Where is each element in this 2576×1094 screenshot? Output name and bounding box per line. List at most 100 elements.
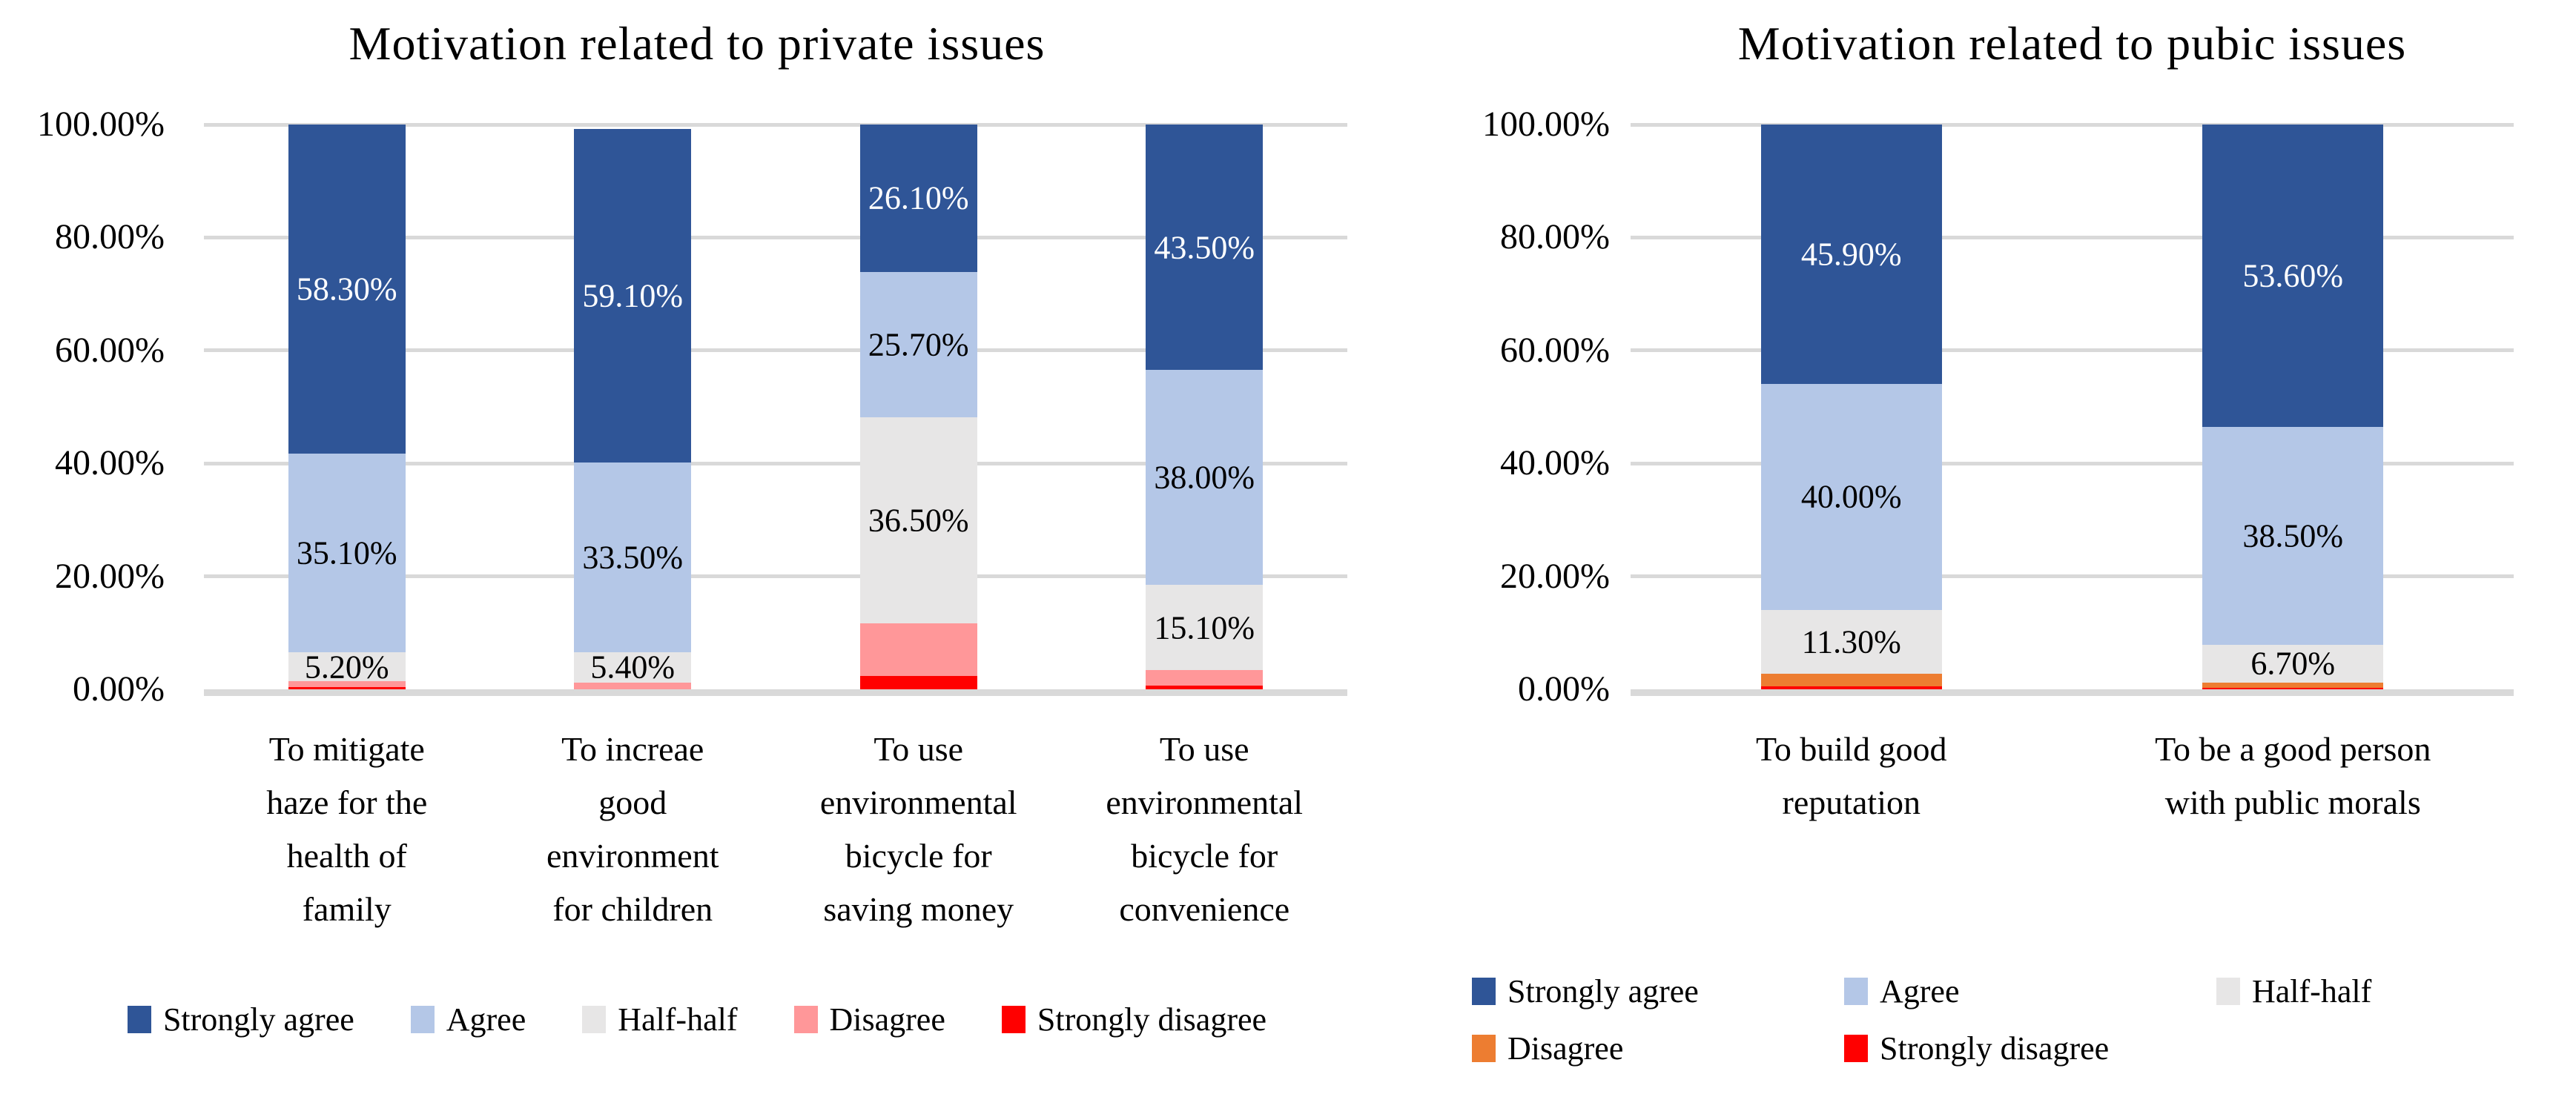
gridline <box>1631 235 2514 239</box>
bar-segment-strongly-agree: 26.10% <box>859 125 977 272</box>
legend-swatch <box>410 1006 435 1033</box>
bar-segment-half-half: 15.10% <box>1146 585 1264 671</box>
bar-slot: 5.40% 33.50% 59.10% <box>490 125 776 689</box>
x-category-label-line: reputation <box>1782 783 1921 821</box>
data-label: 38.00% <box>1154 459 1255 496</box>
legend: Strongly agree Agree Half-half Disagree Stro… <box>1472 972 2576 1067</box>
bar-segment-strongly-agree: 45.90% <box>1760 125 1942 384</box>
y-axis: 100.00% 80.00% 60.00% 40.00% 20.00% 0.00% <box>1394 105 1610 709</box>
y-tick-label: 60.00% <box>55 330 165 370</box>
y-tick-label: 20.00% <box>55 556 165 596</box>
legend-item-agree: Agree <box>1844 972 2216 1010</box>
data-label: 43.50% <box>1154 229 1255 266</box>
data-label: 5.40% <box>590 649 676 686</box>
bar-segment-strongly-disagree <box>2202 688 2384 689</box>
x-axis: To mitigate haze for the health of family To… <box>204 723 1347 936</box>
chart-title: Motivation related to pubic issues <box>1737 17 2407 70</box>
bar-segment-agree: 40.00% <box>1760 383 1942 610</box>
bar-segment-strongly-agree: 43.50% <box>1146 125 1264 371</box>
bar-slot: 6.70% 38.50% 53.60% <box>2073 125 2514 689</box>
data-label: 36.50% <box>868 502 969 539</box>
x-category-label: To mitigate haze for the health of family <box>204 723 490 936</box>
legend-item-disagree: Disagree <box>1472 1030 1844 1067</box>
x-category-label: To build good reputation <box>1631 723 2073 829</box>
bar-slot: 5.20% 35.10% 58.30% <box>204 125 490 689</box>
data-label: 45.90% <box>1800 236 1902 273</box>
stacked-bar: 11.30% 40.00% 45.90% <box>1760 125 1942 689</box>
legend-label: Strongly agree <box>162 1001 354 1038</box>
legend-swatch <box>1472 1035 1496 1062</box>
bar-segment-strongly-agree: 59.10% <box>574 129 692 463</box>
y-tick-label: 100.00% <box>37 105 165 144</box>
bar-segment-strongly-agree: 53.60% <box>2202 125 2384 428</box>
data-label: 35.10% <box>296 534 397 571</box>
bar-segment-strongly-disagree <box>1146 685 1264 689</box>
data-label: 5.20% <box>304 649 389 686</box>
x-category-label-line: with public morals <box>2164 783 2421 821</box>
bar-slot: 15.10% 38.00% 43.50% <box>1062 125 1348 689</box>
bar-segment-strongly-disagree <box>859 676 977 689</box>
gridline <box>1631 348 2514 353</box>
x-category-label: To use environmental bicycle for saving mon… <box>776 723 1062 936</box>
y-tick-label: 20.00% <box>1500 556 1610 596</box>
x-category-label-line: To use <box>1159 730 1249 768</box>
legend-item-half-half: Half-half <box>2216 972 2576 1010</box>
bar-slot: 11.30% 40.00% 45.90% <box>1631 125 2073 689</box>
bar-segment-disagree <box>859 623 977 677</box>
x-category-label-line: bicycle for <box>845 837 992 875</box>
legend-item-strongly-agree: Strongly agree <box>127 1001 354 1038</box>
bar-segment-agree: 38.00% <box>1146 370 1264 586</box>
legend-label: Agree <box>446 1001 526 1038</box>
bar-segment-half-half: 5.40% <box>574 649 692 686</box>
x-category-label-line: good <box>598 783 667 821</box>
bars: 5.20% 35.10% 58.30% 5.40% 33.50% 59.10% 36.50%… <box>204 125 1347 689</box>
x-axis: To build good reputation To be a good pers… <box>1631 723 2514 829</box>
data-label: 53.60% <box>2242 257 2344 294</box>
x-category-label-line: environmental <box>1106 783 1304 821</box>
bar-segment-half-half: 11.30% <box>1760 609 1942 674</box>
data-label: 33.50% <box>582 539 684 576</box>
plot-area: 11.30% 40.00% 45.90% 6.70% 38.50% 53.60% <box>1631 122 2514 696</box>
data-label: 38.50% <box>2242 517 2344 554</box>
legend-label: Disagree <box>1507 1030 1624 1067</box>
chart-title: Motivation related to private issues <box>349 17 1046 70</box>
legend-item-half-half: Half-half <box>582 1001 738 1038</box>
x-category-label-line: haze for the <box>266 783 428 821</box>
y-axis: 100.00% 80.00% 60.00% 40.00% 20.00% 0.00% <box>0 105 165 709</box>
legend-swatch <box>793 1006 818 1033</box>
bars: 11.30% 40.00% 45.90% 6.70% 38.50% 53.60% <box>1631 125 2514 689</box>
bar-segment-agree: 38.50% <box>2202 427 2384 645</box>
stacked-bar: 15.10% 38.00% 43.50% <box>1146 125 1264 689</box>
legend-swatch <box>582 1006 607 1033</box>
bar-segment-strongly-disagree <box>288 686 406 689</box>
bar-segment-agree: 25.70% <box>859 271 977 417</box>
x-category-label-line: for children <box>552 890 713 928</box>
legend-label: Strongly disagree <box>1880 1030 2110 1067</box>
legend-item-strongly-agree: Strongly agree <box>1472 972 1844 1010</box>
y-tick-label: 0.00% <box>73 669 165 709</box>
y-tick-label: 40.00% <box>1500 443 1610 483</box>
stacked-bar: 36.50% 25.70% 26.10% <box>859 125 977 689</box>
legend-label: Strongly disagree <box>1037 1001 1267 1038</box>
y-tick-label: 100.00% <box>1482 105 1610 144</box>
stacked-bar: 5.40% 33.50% 59.10% <box>574 125 692 689</box>
bar-segment-agree: 33.50% <box>574 463 692 652</box>
gridline <box>204 574 1347 579</box>
gridline <box>1631 122 2514 127</box>
x-category-label-line: To increae <box>561 730 704 768</box>
legend-item-strongly-disagree: Strongly disagree <box>1844 1030 2216 1067</box>
gridline <box>204 122 1347 127</box>
x-category-label-line: environmental <box>819 783 1017 821</box>
x-category-label-line: family <box>302 890 392 928</box>
legend-item-disagree: Disagree <box>793 1001 945 1038</box>
bar-segment-agree: 35.10% <box>288 454 406 652</box>
bar-segment-half-half: 5.20% <box>288 649 406 685</box>
x-axis-line <box>1631 689 2514 696</box>
gridline <box>1631 461 2514 465</box>
data-label: 25.70% <box>868 326 969 363</box>
x-category-label: To increae good environment for children <box>490 723 776 936</box>
legend-item-strongly-disagree: Strongly disagree <box>1001 1001 1267 1038</box>
x-category-label-line: To use <box>873 730 964 768</box>
bar-segment-disagree <box>288 681 406 687</box>
